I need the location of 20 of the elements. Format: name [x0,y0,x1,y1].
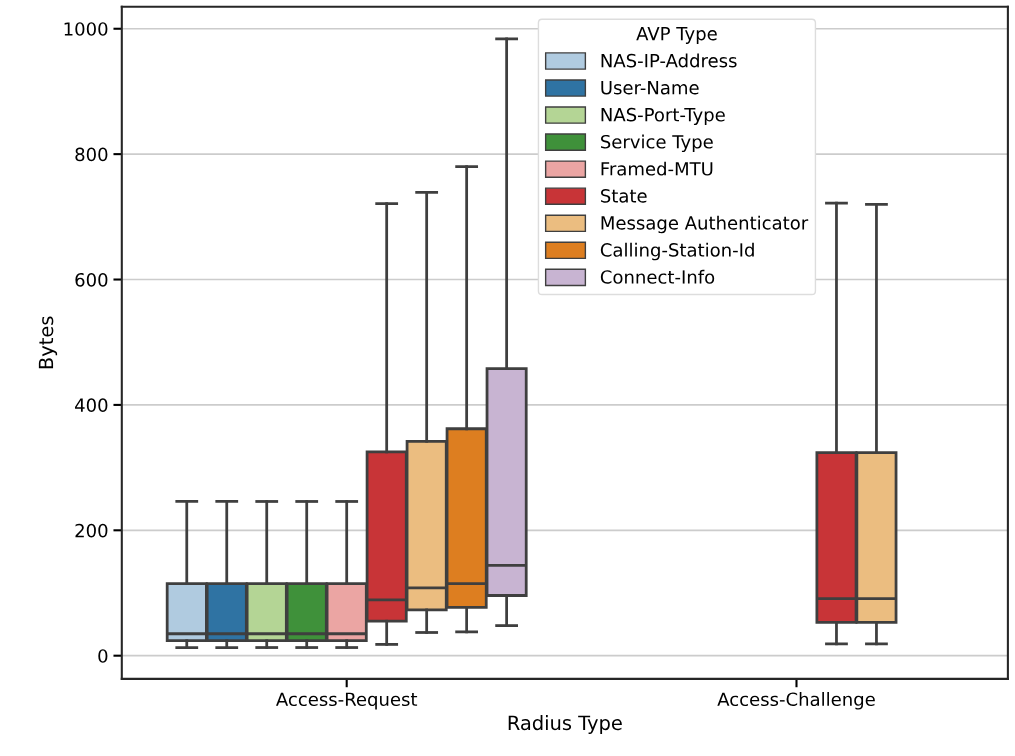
legend-label: State [601,189,647,203]
legend-label: Framed-MTU [601,161,713,176]
legend-label: NAS-IP-Address [601,53,737,68]
legend-label: Connect-Info [600,269,715,284]
y-tick-label: 0 [98,649,108,663]
y-axis-title: Bytes [38,316,58,369]
legend-label: User-Name [601,81,699,95]
y-tick-label: 400 [75,398,108,413]
x-tick-label: Access-Challenge [717,692,875,710]
legend-label: NAS-Port-Type [601,107,725,126]
x-tick-label: Access-Request [276,692,418,710]
y-tick-label: 1000 [64,22,108,36]
legend-label: Calling-Station-Id [600,242,754,261]
y-tick-label: 800 [75,147,108,162]
x-axis-title: Radius Type [508,715,622,734]
y-tick-label: 200 [75,523,108,538]
legend-title: AVP Type [636,26,717,44]
y-tick-label: 600 [75,272,108,287]
legend-label: Service Type [601,134,713,153]
legend-label: Message Authenticator [601,215,809,234]
